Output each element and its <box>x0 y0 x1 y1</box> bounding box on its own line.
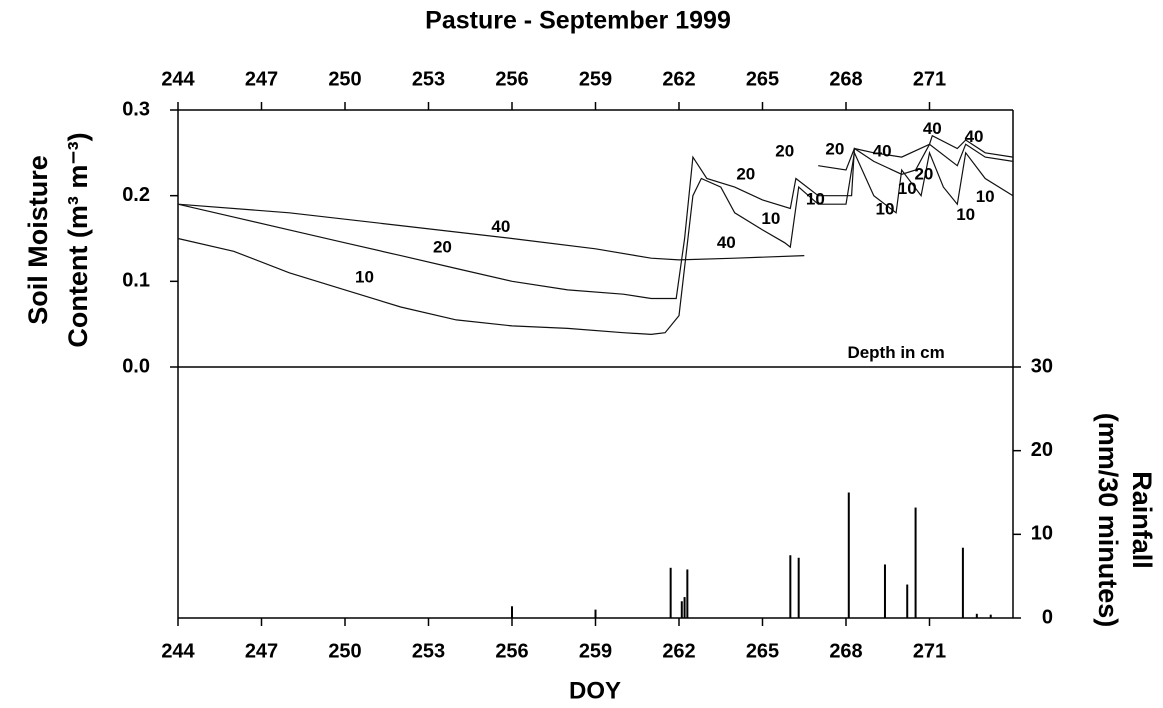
x-tick-label: 265 <box>746 68 779 90</box>
x-tick-label: 271 <box>913 68 946 90</box>
rain-bar <box>797 557 800 618</box>
x-tick-label: 256 <box>495 640 528 662</box>
x-tick-label: 250 <box>328 68 361 90</box>
annotation: 20 <box>914 165 933 184</box>
rain-bar <box>989 614 992 618</box>
x-tick-label: 244 <box>161 640 195 662</box>
annotation: 10 <box>355 267 374 286</box>
x-tick-label: 256 <box>495 68 528 90</box>
x-tick-label: 259 <box>579 68 612 90</box>
y-tick-label: 0.3 <box>122 98 150 120</box>
annotation: 40 <box>923 119 942 138</box>
y-tick-label: 0.0 <box>122 355 150 377</box>
annotation: 20 <box>736 165 755 184</box>
annotation: 10 <box>876 200 895 219</box>
x-tick-label: 244 <box>161 68 195 90</box>
rain-bar <box>906 584 909 618</box>
rain-bar <box>686 569 689 618</box>
rain-bar <box>961 547 964 618</box>
rain-bar <box>847 492 850 618</box>
annotation: 10 <box>761 209 780 228</box>
y-tick-label: 0.2 <box>122 184 150 206</box>
annotation: 40 <box>965 127 984 146</box>
moisture-line <box>177 150 1014 336</box>
frame <box>177 109 1014 619</box>
rain-bar <box>680 601 683 618</box>
x-tick-label: 247 <box>245 68 278 90</box>
rain-bar <box>683 597 686 618</box>
annotation: 10 <box>976 187 995 206</box>
annotation: 10 <box>806 189 825 208</box>
x-tick-label: 265 <box>746 640 779 662</box>
y2-axis-label: (mm/30 minutes) <box>1093 413 1123 628</box>
rain-bar <box>975 613 978 618</box>
rain-bar <box>789 555 792 618</box>
x-tick-label: 262 <box>662 68 695 90</box>
x-tick-label: 268 <box>829 68 862 90</box>
y2-tick-label: 10 <box>1031 523 1053 545</box>
annotation: 10 <box>898 179 917 198</box>
y-tick-label: 0.1 <box>122 270 150 292</box>
rain-bar <box>594 609 597 618</box>
x-tick-label: 250 <box>328 640 361 662</box>
moisture-line <box>177 143 1014 300</box>
annotation: 20 <box>825 140 844 159</box>
y-axis-label: Soil Moisture <box>23 155 53 325</box>
y2-tick-label: 20 <box>1031 439 1053 461</box>
x-tick-label: 259 <box>579 640 612 662</box>
rain-bar <box>511 606 513 618</box>
x-tick-label: 262 <box>662 640 695 662</box>
x-tick-label: 268 <box>829 640 862 662</box>
annotation: Depth in cm <box>847 343 944 362</box>
moisture-line <box>177 134 1014 261</box>
annotation: 10 <box>956 205 975 224</box>
y-axis-label: Content (m³ m⁻³) <box>63 132 93 347</box>
x-tick-label: 253 <box>412 68 445 90</box>
x-axis-label: DOY <box>569 677 621 704</box>
annotation: 20 <box>775 141 794 160</box>
rain-bar <box>914 507 917 618</box>
annotation: 20 <box>433 237 452 256</box>
x-tick-label: 247 <box>245 640 278 662</box>
rain-bar <box>669 567 672 618</box>
y2-axis-label: Rainfall <box>1127 471 1157 569</box>
x-tick-label: 253 <box>412 640 445 662</box>
annotation: 40 <box>873 141 892 160</box>
x-tick-label: 271 <box>913 640 946 662</box>
rain-bar <box>883 564 886 618</box>
annotation: 40 <box>717 233 736 252</box>
y2-tick-label: 0 <box>1042 606 1053 628</box>
chart-title: Pasture - September 1999 <box>425 7 731 35</box>
annotation: 40 <box>491 217 510 236</box>
y2-tick-label: 30 <box>1031 355 1053 377</box>
